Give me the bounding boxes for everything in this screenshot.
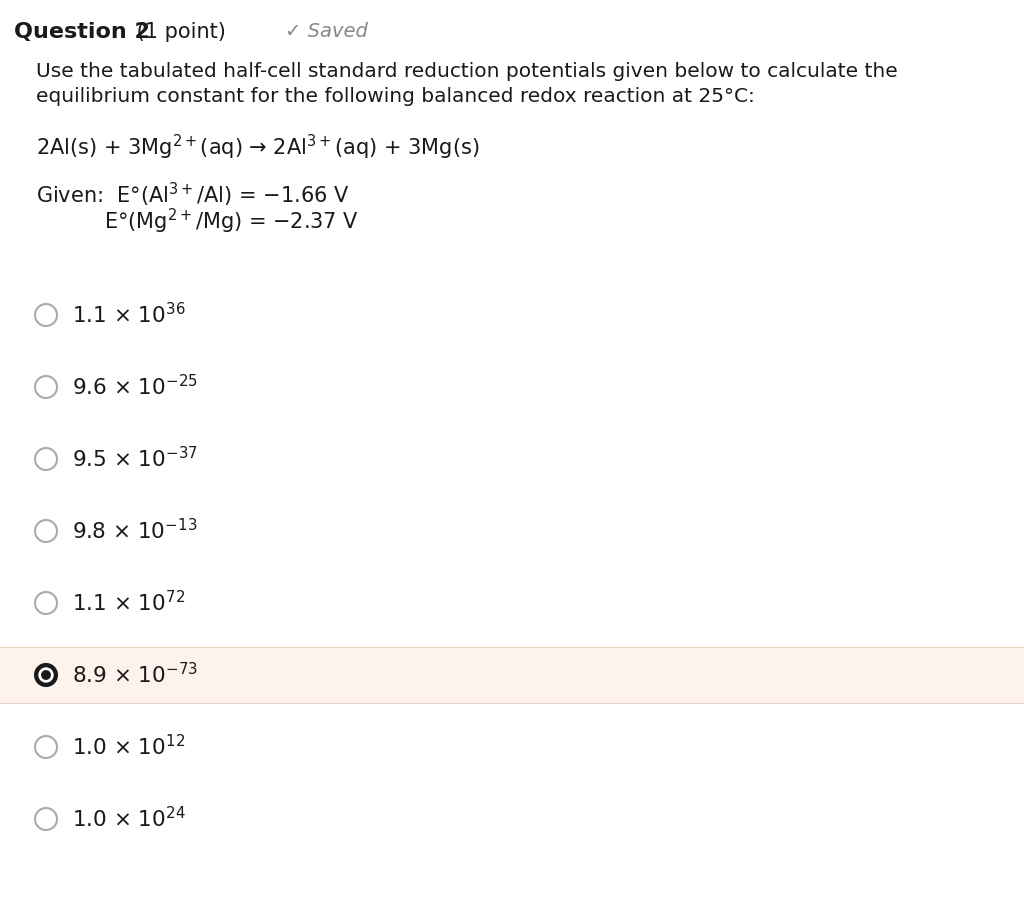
Circle shape xyxy=(35,592,57,614)
Text: 9.6 × 10$^{-25}$: 9.6 × 10$^{-25}$ xyxy=(72,374,198,400)
Text: equilibrium constant for the following balanced redox reaction at 25°C:: equilibrium constant for the following b… xyxy=(36,87,755,106)
Bar xyxy=(0,647,1024,703)
Circle shape xyxy=(40,669,52,681)
Text: 2Al(s) + 3Mg$^{2+}$(aq) → 2Al$^{3+}$(aq) + 3Mg(s): 2Al(s) + 3Mg$^{2+}$(aq) → 2Al$^{3+}$(aq)… xyxy=(36,133,479,162)
Text: 9.8 × 10$^{-13}$: 9.8 × 10$^{-13}$ xyxy=(72,518,198,544)
Text: 1.0 × 10$^{24}$: 1.0 × 10$^{24}$ xyxy=(72,806,185,832)
Circle shape xyxy=(35,520,57,542)
Circle shape xyxy=(35,808,57,830)
Text: 1.1 × 10$^{72}$: 1.1 × 10$^{72}$ xyxy=(72,590,185,616)
Text: 1.0 × 10$^{12}$: 1.0 × 10$^{12}$ xyxy=(72,734,185,760)
Text: E°(Mg$^{2+}$/Mg) = −2.37 V: E°(Mg$^{2+}$/Mg) = −2.37 V xyxy=(104,207,359,236)
Text: 1.1 × 10$^{36}$: 1.1 × 10$^{36}$ xyxy=(72,302,185,327)
Circle shape xyxy=(35,376,57,398)
Circle shape xyxy=(38,667,53,683)
Circle shape xyxy=(41,670,51,680)
Text: Use the tabulated half-cell standard reduction potentials given below to calcula: Use the tabulated half-cell standard red… xyxy=(36,62,898,81)
Circle shape xyxy=(35,736,57,758)
Text: (1 point): (1 point) xyxy=(130,22,226,42)
Text: 8.9 × 10$^{-73}$: 8.9 × 10$^{-73}$ xyxy=(72,663,198,687)
Text: ✓ Saved: ✓ Saved xyxy=(285,22,368,41)
Circle shape xyxy=(35,664,57,686)
Circle shape xyxy=(35,448,57,470)
Text: 9.5 × 10$^{-37}$: 9.5 × 10$^{-37}$ xyxy=(72,447,198,471)
Text: Given:  E°(Al$^{3+}$/Al) = −1.66 V: Given: E°(Al$^{3+}$/Al) = −1.66 V xyxy=(36,181,349,210)
Text: Question 2: Question 2 xyxy=(14,22,150,42)
Circle shape xyxy=(35,304,57,326)
